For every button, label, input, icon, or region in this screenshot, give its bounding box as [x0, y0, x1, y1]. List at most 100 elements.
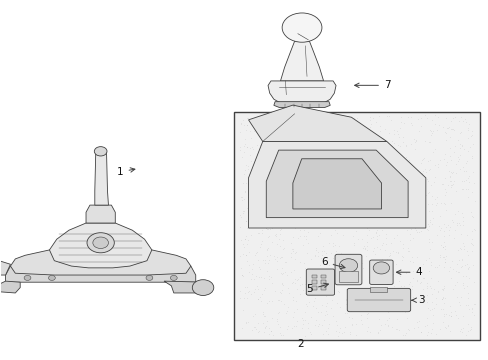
Point — [258, 127, 266, 133]
Point — [374, 232, 382, 238]
Point — [351, 195, 359, 201]
Point — [365, 114, 373, 120]
Point — [429, 286, 437, 292]
Point — [364, 203, 371, 209]
Point — [318, 249, 325, 255]
Point — [403, 245, 411, 251]
Point — [341, 208, 348, 213]
Point — [400, 161, 408, 167]
Point — [438, 288, 446, 293]
Point — [345, 215, 353, 221]
Point — [237, 272, 245, 278]
Point — [275, 207, 283, 213]
Point — [300, 174, 308, 180]
Point — [379, 257, 387, 263]
Point — [299, 228, 307, 233]
Point — [467, 309, 475, 315]
Point — [389, 283, 397, 289]
Point — [327, 174, 335, 179]
Point — [355, 302, 363, 308]
Point — [277, 280, 285, 286]
Polygon shape — [49, 223, 152, 268]
Circle shape — [192, 280, 213, 296]
Point — [260, 179, 267, 184]
Point — [341, 262, 349, 268]
Point — [326, 250, 334, 256]
Point — [366, 121, 374, 127]
Point — [357, 303, 365, 309]
Point — [346, 264, 354, 270]
FancyBboxPatch shape — [346, 288, 410, 312]
Point — [408, 294, 416, 300]
Point — [277, 270, 285, 276]
Point — [332, 248, 340, 253]
Point — [284, 285, 292, 291]
Point — [412, 254, 420, 260]
Bar — [320, 286, 325, 290]
Point — [401, 309, 408, 315]
Point — [242, 234, 249, 239]
Point — [239, 143, 247, 148]
Point — [456, 264, 464, 270]
Point — [360, 177, 367, 183]
Point — [413, 324, 421, 330]
Point — [440, 175, 448, 181]
Point — [437, 181, 445, 187]
Point — [257, 242, 264, 247]
Point — [408, 206, 416, 212]
Point — [457, 142, 465, 148]
Point — [323, 311, 330, 317]
Point — [248, 199, 256, 204]
Point — [311, 151, 319, 157]
Point — [295, 259, 303, 265]
Point — [390, 204, 398, 210]
Point — [426, 217, 433, 222]
Point — [416, 329, 424, 335]
Point — [380, 275, 387, 280]
Point — [257, 292, 265, 297]
Point — [362, 170, 369, 175]
Point — [292, 298, 300, 303]
Point — [311, 211, 319, 217]
Point — [354, 151, 362, 157]
Point — [284, 305, 291, 310]
Point — [290, 267, 298, 273]
Point — [399, 196, 407, 202]
Point — [284, 214, 291, 220]
Point — [280, 301, 287, 307]
Point — [309, 182, 317, 188]
Point — [243, 225, 251, 231]
Point — [420, 204, 427, 210]
Point — [358, 188, 366, 193]
Point — [392, 261, 400, 267]
Point — [421, 166, 428, 172]
Point — [399, 254, 407, 260]
Point — [282, 310, 289, 315]
Point — [327, 232, 335, 238]
Point — [469, 312, 477, 318]
Point — [402, 227, 410, 233]
Point — [362, 231, 370, 237]
Point — [267, 328, 275, 334]
Point — [255, 189, 263, 195]
Point — [285, 207, 292, 213]
Point — [335, 139, 343, 145]
Point — [244, 214, 252, 220]
Point — [429, 305, 437, 311]
Point — [298, 148, 306, 154]
Point — [445, 124, 452, 130]
Point — [320, 318, 327, 323]
Point — [357, 317, 365, 323]
Point — [305, 173, 313, 179]
Point — [245, 152, 253, 158]
Point — [358, 300, 366, 306]
Point — [357, 195, 365, 201]
Point — [282, 113, 289, 119]
Point — [433, 289, 441, 294]
Point — [439, 228, 447, 234]
Point — [310, 146, 318, 152]
Point — [439, 201, 447, 206]
Point — [321, 167, 329, 173]
Point — [428, 128, 436, 134]
Point — [439, 239, 447, 244]
